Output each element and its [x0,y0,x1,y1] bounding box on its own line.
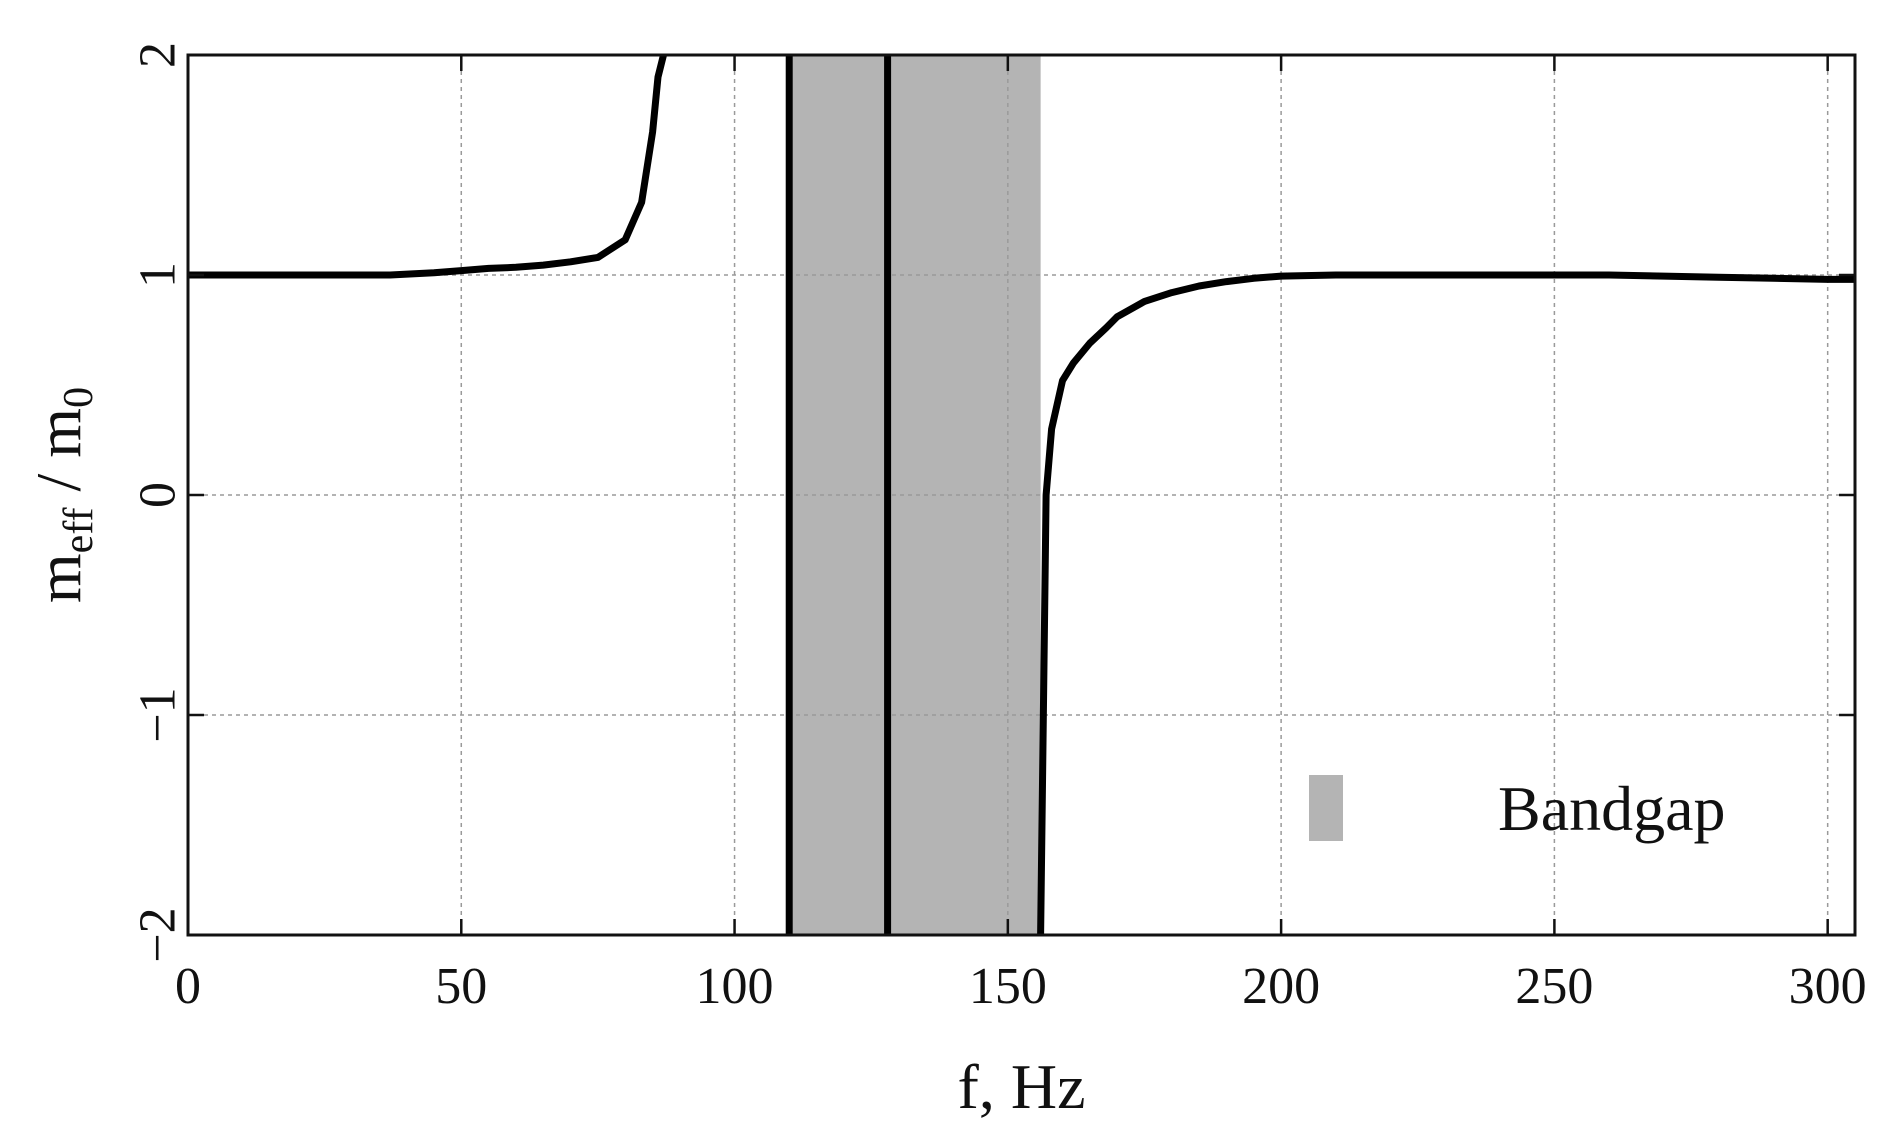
y-axis-title-sub2: 0 [56,387,102,408]
x-tick-label-2: 100 [696,958,774,1015]
x-tick-label-1: 50 [435,958,487,1015]
y-axis-title-sep: / m [23,408,94,508]
x-axis-title: f, Hz [958,1051,1086,1122]
y-tick-label-1: −1 [130,687,187,742]
x-tick-label-3: 150 [969,958,1047,1015]
legend-swatch-bandgap [1309,775,1343,841]
legend: Bandgap [1309,773,1726,844]
curve-segment-0 [188,54,667,279]
grid-layer [188,55,1855,935]
curves-layer [188,54,1855,936]
y-axis-title: meff / m0 [23,387,102,603]
x-tick-label-5: 250 [1515,958,1593,1015]
x-tick-label-4: 200 [1242,958,1320,1015]
y-axis-title-base: m [23,553,94,603]
y-axis-title-sub1: eff [56,507,102,553]
bandgap-layer [789,55,1041,935]
bandgap-region [789,55,1041,935]
y-tick-label-0: −2 [130,907,187,962]
tick-labels-layer: 0 50 100 150 200 250 300 −2 −1 0 1 2 [130,42,1867,1015]
y-tick-label-4: 2 [130,42,187,68]
y-tick-label-2: 0 [130,482,187,508]
x-tick-label-6: 300 [1789,958,1867,1015]
x-tick-label-0: 0 [175,958,201,1015]
legend-label-bandgap: Bandgap [1498,773,1726,844]
ticks-layer [186,53,1855,937]
y-tick-label-3: 1 [130,262,187,288]
curve-segment-1 [1037,271,1855,936]
